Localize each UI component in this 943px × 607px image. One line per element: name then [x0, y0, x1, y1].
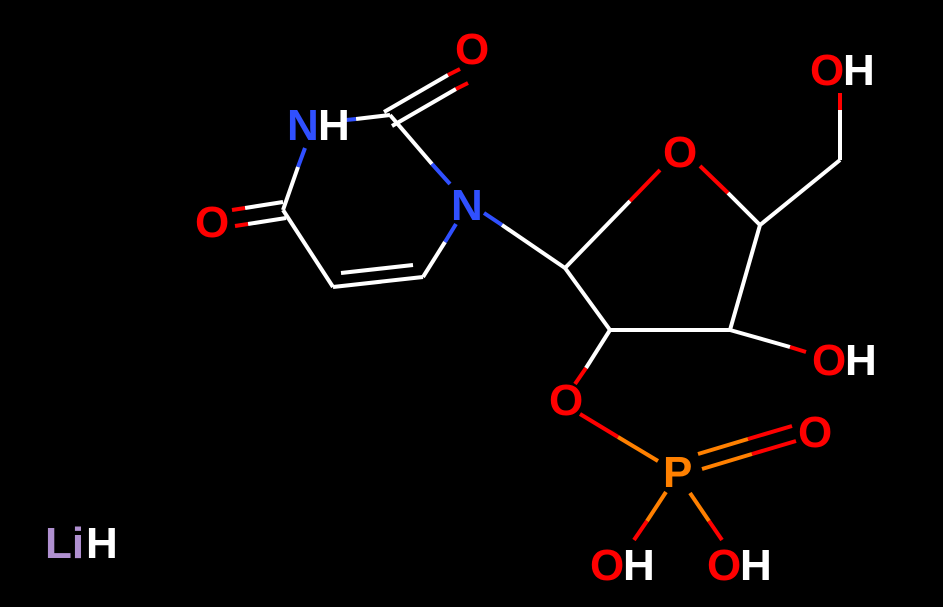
svg-text:O: O — [590, 541, 624, 590]
atom-o1: O — [455, 25, 489, 74]
bond-c4-o2-double — [232, 202, 286, 226]
bond-n2-c1p — [484, 213, 565, 268]
svg-text:H: H — [623, 541, 655, 590]
atom-n2: N — [451, 181, 483, 230]
bond-c2p-c1p — [565, 268, 610, 330]
bond-c6-n2 — [423, 224, 456, 277]
atom-o6: O — [549, 376, 583, 425]
svg-text:H: H — [845, 336, 877, 385]
svg-text:H: H — [740, 541, 772, 590]
bond-c2-n2 — [390, 115, 450, 184]
svg-text:H: H — [843, 46, 875, 95]
bond-c5-c6-double — [333, 265, 423, 287]
bond-c4-c5 — [283, 210, 333, 287]
bond-c2-n1 — [346, 115, 390, 120]
bond-p-o7-double — [698, 426, 796, 469]
molecule-canvas: O N H N O O O H O H O O O H O H P Li H — [0, 0, 943, 607]
svg-text:Li: Li — [45, 519, 84, 568]
bond-c4p-c3p — [730, 225, 760, 330]
svg-text:O: O — [810, 46, 844, 95]
atom-o4-oh: O H — [810, 46, 875, 95]
atom-o3: O — [663, 128, 697, 177]
atom-li-lih: Li H — [45, 519, 118, 568]
atom-o7: O — [798, 408, 832, 457]
bond-c3p-o5 — [730, 330, 806, 352]
bond-o3-c4p — [700, 166, 760, 225]
atom-n1-nh: N H — [287, 101, 350, 150]
svg-text:N: N — [287, 101, 319, 150]
svg-text:O: O — [812, 336, 846, 385]
bond-o6-p — [580, 414, 658, 461]
bond-c1p-o3 — [565, 170, 660, 268]
bond-p-o8 — [634, 492, 666, 540]
svg-text:O: O — [707, 541, 741, 590]
atom-o5-oh: O H — [812, 336, 877, 385]
svg-text:H: H — [318, 101, 350, 150]
atom-o9-oh: O H — [707, 541, 772, 590]
bond-c4p-c5p — [760, 160, 840, 225]
bond-p-o9 — [690, 493, 722, 540]
svg-text:H: H — [86, 519, 118, 568]
bond-n1-c4 — [283, 148, 305, 210]
atom-o2: O — [195, 198, 229, 247]
bond-c2-o1-double — [384, 69, 468, 126]
atom-o8-oh: O H — [590, 541, 655, 590]
atom-p1: P — [663, 448, 692, 497]
